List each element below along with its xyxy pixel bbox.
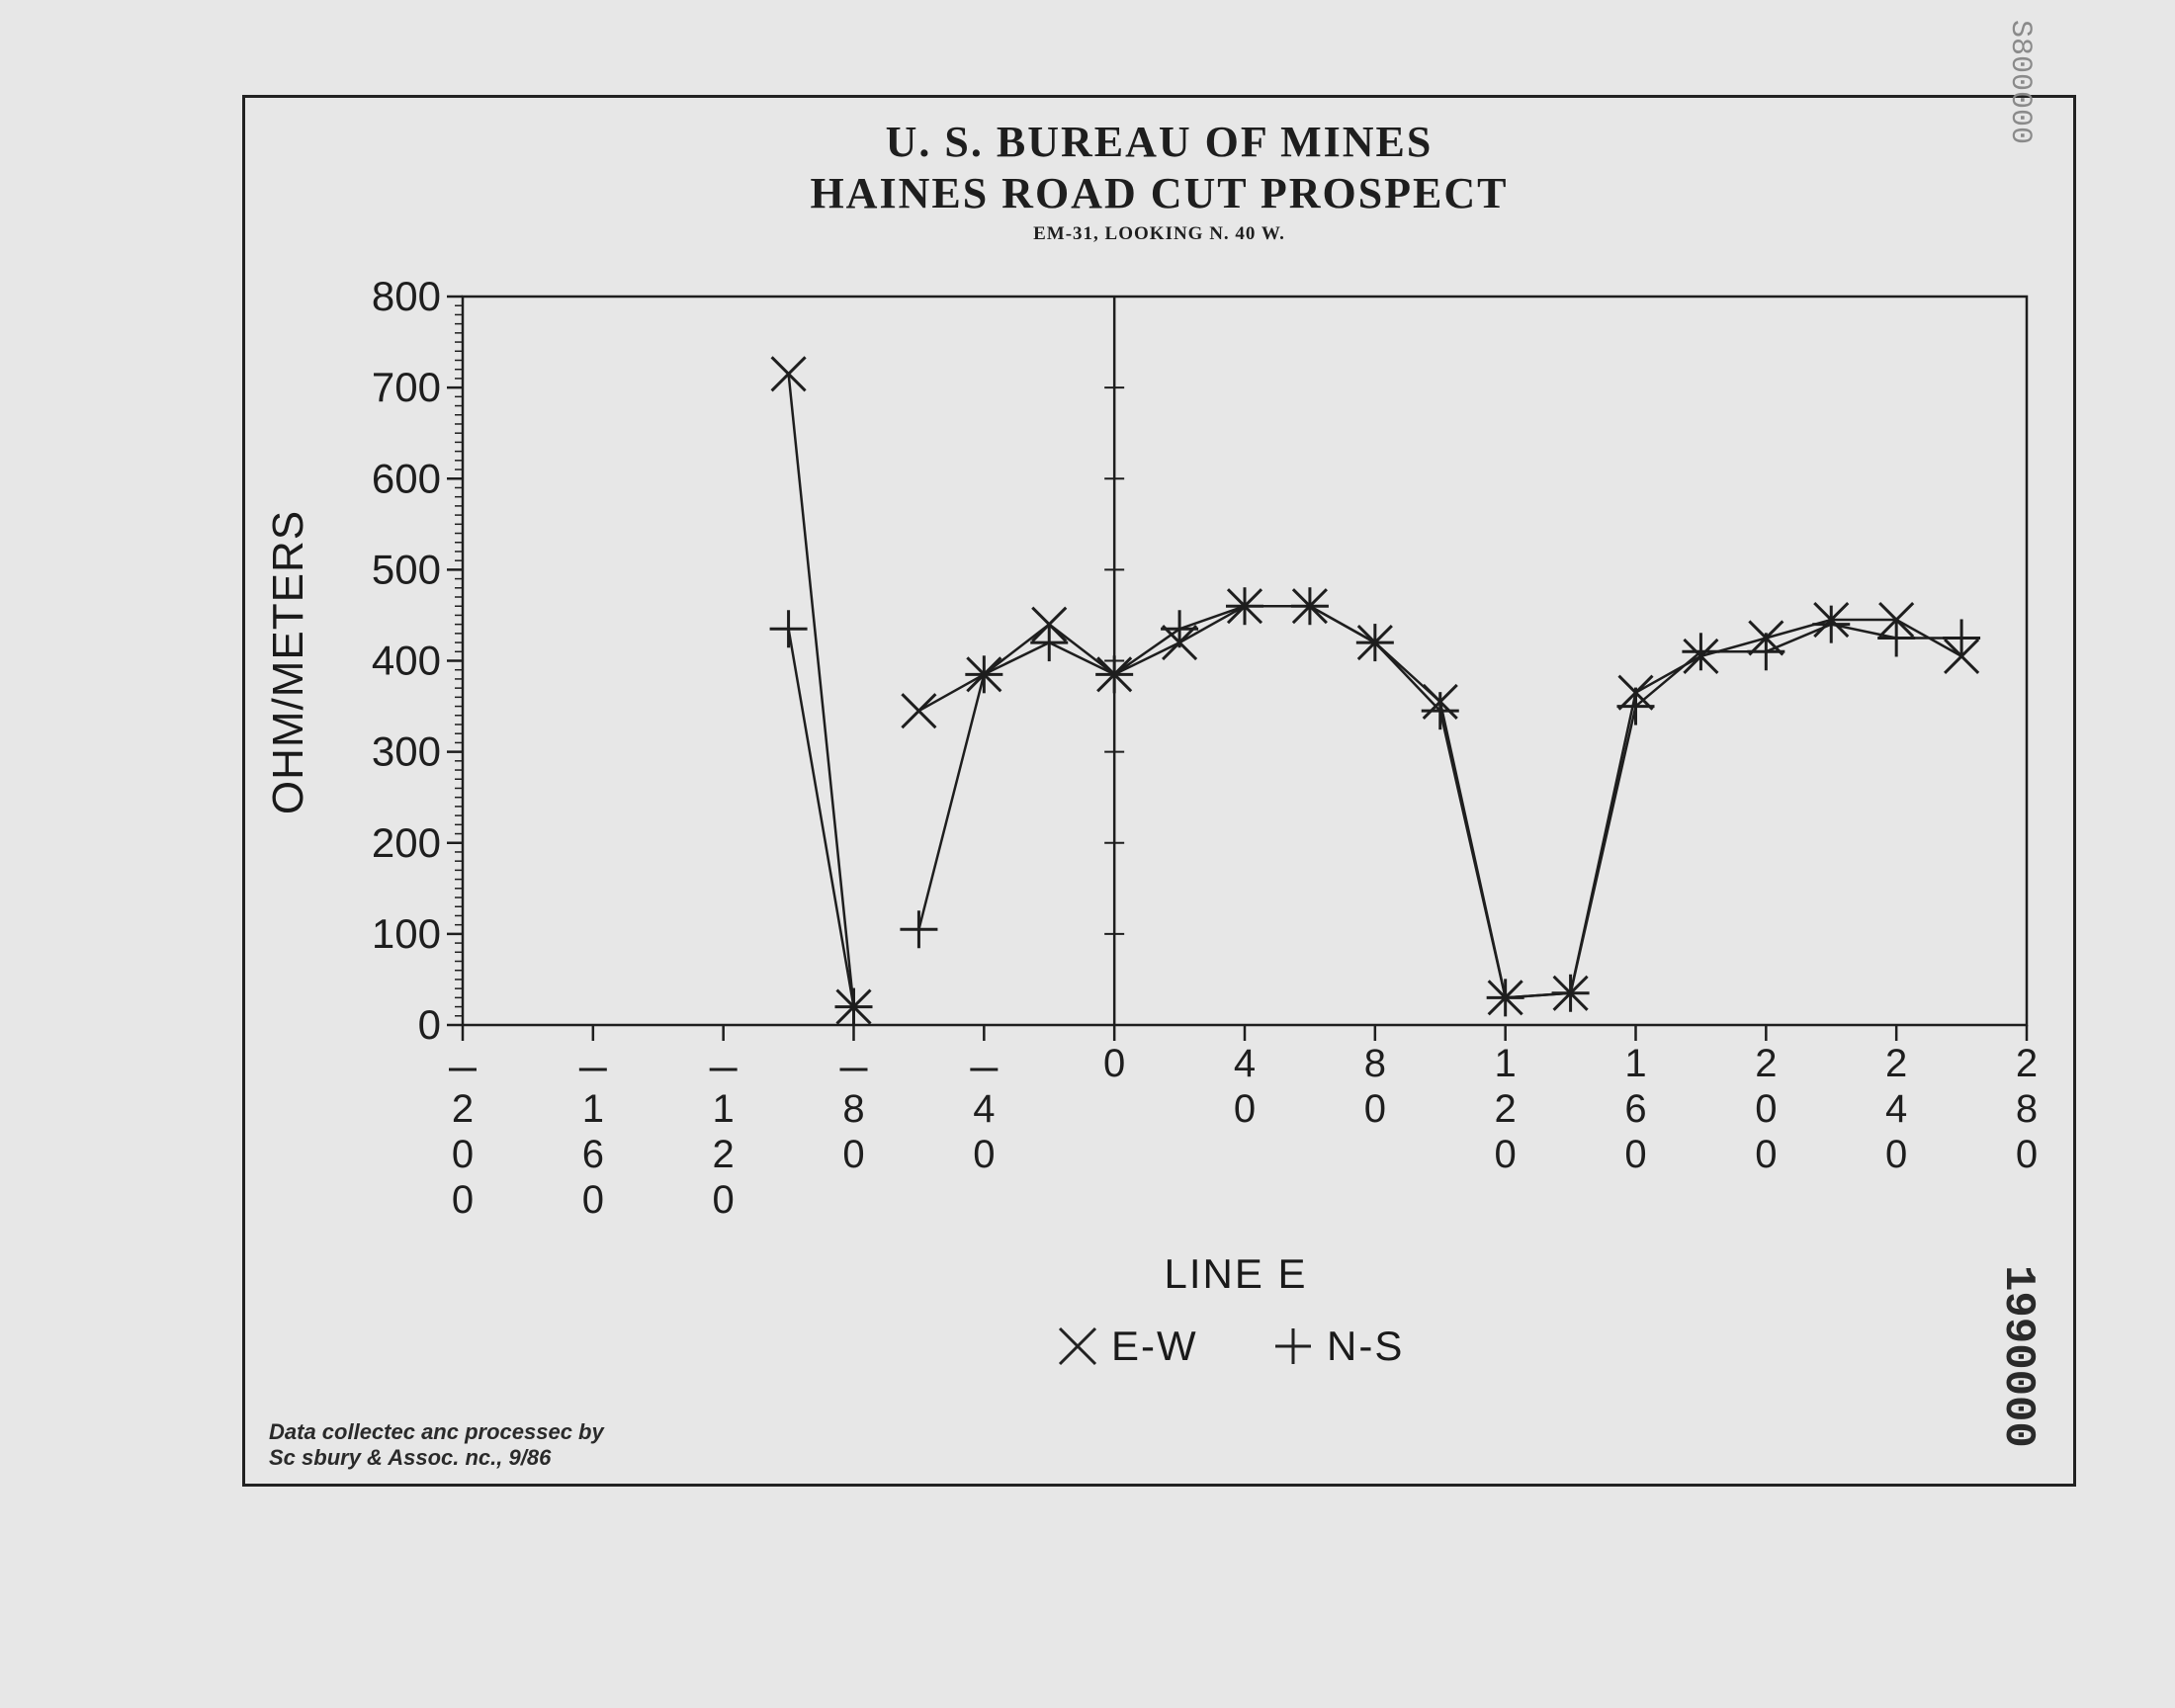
y-axis-label: OHM/METERS [264, 509, 312, 815]
x-tick-label: 4 [1885, 1087, 1907, 1131]
y-tick-label: 600 [372, 455, 441, 501]
data-point-n-s [1943, 619, 1981, 657]
data-point-n-s [1682, 633, 1720, 671]
data-point-n-s [965, 655, 1003, 694]
x-tick-label: 0 [452, 1178, 474, 1222]
chart-title: U. S. BUREAU OF MINES [885, 118, 1434, 166]
x-tick-label: 0 [1755, 1087, 1777, 1131]
data-point-n-s [1355, 624, 1394, 662]
x-tick-label: 0 [2016, 1133, 2038, 1176]
x-tick-label: 0 [1624, 1133, 1646, 1176]
x-tick-label: 8 [842, 1087, 864, 1131]
document-number-stamp: 1990000 [1993, 1265, 2043, 1448]
series-line-n-s [917, 604, 1962, 999]
legend-label-ns: N-S [1327, 1323, 1405, 1369]
data-point-n-s [769, 610, 808, 648]
x-tick-label: 1 [713, 1087, 735, 1131]
y-tick-label: 500 [372, 546, 441, 592]
x-tick-label: 6 [1624, 1087, 1646, 1131]
data-point-n-s [1486, 979, 1524, 1017]
x-tick-label: 0 [1364, 1087, 1386, 1131]
chart-subtitle: HAINES ROAD CUT PROSPECT [810, 169, 1509, 217]
data-point-n-s [1030, 624, 1069, 662]
x-tick-label: 0 [1103, 1042, 1125, 1085]
x-tick-label: 0 [1885, 1133, 1907, 1176]
data-point-n-s [1421, 692, 1459, 730]
x-tick-label: 2 [1885, 1042, 1907, 1085]
plus-marker-icon [1275, 1328, 1311, 1364]
data-point-e-w [901, 693, 937, 729]
series-line-n-s [787, 629, 855, 1007]
x-tick-label: 0 [973, 1133, 995, 1176]
series-line-e-w [917, 604, 1962, 999]
credit-note-line-2: Sc sbury & Assoc. nc., 9/86 [269, 1445, 552, 1470]
x-tick-label: 2 [1755, 1042, 1777, 1085]
y-tick-label: 300 [372, 728, 441, 775]
data-point-n-s [1226, 587, 1263, 626]
series-line-e-w [787, 374, 855, 1007]
x-tick-label: 0 [452, 1133, 474, 1176]
plot-area-border [461, 295, 2029, 1027]
data-point-n-s [900, 910, 938, 949]
x-tick-label: 4 [1234, 1042, 1256, 1085]
chart-frame [242, 95, 2076, 1487]
y-tick-label: 700 [372, 364, 441, 410]
data-point-n-s [1877, 619, 1916, 657]
page-number-stamp: S800000 [2003, 20, 2037, 145]
x-tick-label: 8 [2016, 1087, 2038, 1131]
data-point-n-s [1290, 587, 1329, 626]
x-axis-title: LINE E [1164, 1250, 1308, 1297]
data-point-n-s [1095, 655, 1134, 694]
x-tick-label: 0 [1234, 1087, 1256, 1131]
y-tick-label: 0 [418, 1001, 441, 1048]
legend-label-ew: E-W [1111, 1323, 1198, 1369]
x-tick-label: 0 [1755, 1133, 1777, 1176]
y-tick-label: 100 [372, 910, 441, 957]
data-point-e-w [770, 356, 807, 392]
data-point-n-s [1747, 633, 1785, 671]
x-tick-label: 1 [1624, 1042, 1646, 1085]
x-tick-label: 2 [713, 1133, 735, 1176]
credit-note-line-1: Data collectec anc processec by [269, 1419, 604, 1444]
x-tick-label: 4 [973, 1087, 995, 1131]
x-tick-label: 2 [452, 1087, 474, 1131]
x-marker-icon [1058, 1326, 1097, 1366]
data-point-n-s [1551, 974, 1590, 1012]
y-tick-label: 400 [372, 638, 441, 684]
x-tick-label: 0 [713, 1178, 735, 1222]
x-tick-label: 0 [1495, 1133, 1517, 1176]
data-point-n-s [1616, 687, 1655, 726]
x-tick-label: 0 [842, 1133, 864, 1176]
x-tick-label: 2 [2016, 1042, 2038, 1085]
y-tick-label: 200 [372, 819, 441, 866]
legend-item-ew: E-W [1056, 1323, 1198, 1370]
x-tick-label: 1 [1495, 1042, 1517, 1085]
x-tick-label: 8 [1364, 1042, 1386, 1085]
data-point-n-s [834, 987, 873, 1026]
x-tick-label: 2 [1495, 1087, 1517, 1131]
legend-item-ns: N-S [1271, 1323, 1404, 1370]
x-tick-label: 0 [582, 1178, 604, 1222]
y-tick-label: 800 [372, 273, 441, 319]
chart-caption: EM-31, LOOKING N. 40 W. [1033, 223, 1285, 244]
x-tick-label: 6 [582, 1133, 604, 1176]
x-tick-label: 1 [582, 1087, 604, 1131]
data-point-n-s [1812, 605, 1851, 643]
data-point-n-s [1161, 610, 1199, 648]
